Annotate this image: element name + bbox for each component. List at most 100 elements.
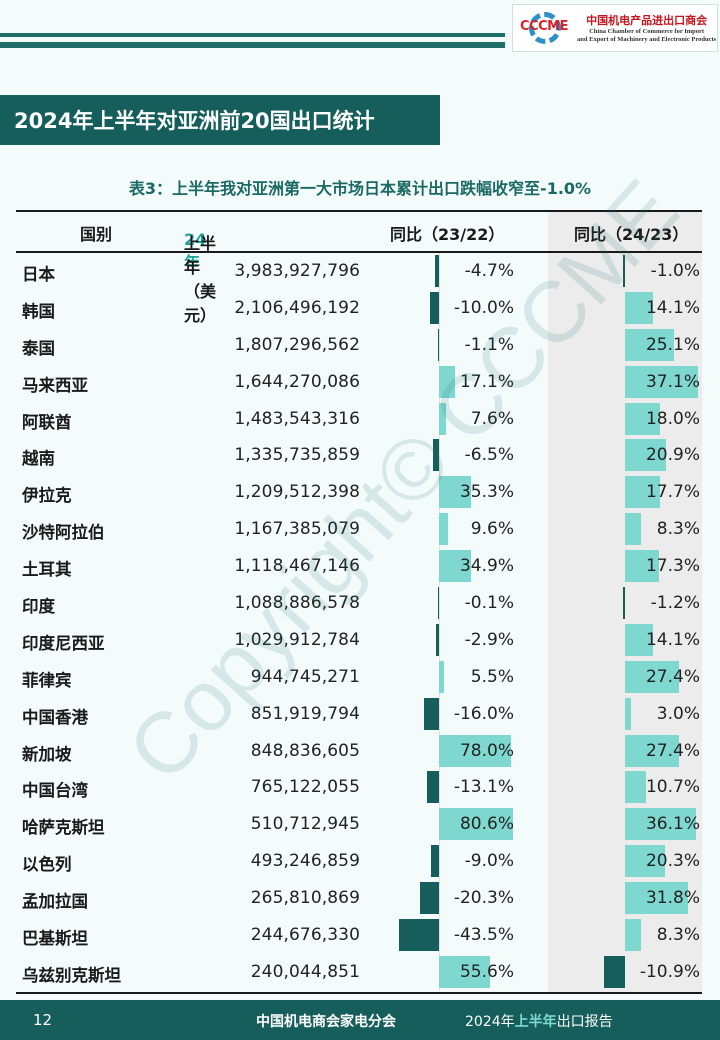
yoy1-value: -9.0% [464,851,514,872]
country-name: 哈萨克斯坦 [22,818,105,838]
country-name: 阿联酋 [22,412,72,432]
export-value: 1,483,543,316 [234,408,360,429]
yoy1-value: -6.5% [464,445,514,466]
yoy1-axis [439,695,440,733]
yoy1-axis [439,253,440,290]
yoy2-value: 14.1% [645,629,700,650]
yoy1-axis [439,289,440,327]
table-header-row: 国别 24年 上半年（美元） 同比（23/22） 同比（24/23） [16,212,702,325]
export-value: 1,644,270,086 [234,371,360,392]
yoy2-value: -1.0% [650,261,700,281]
footer-report-title: 2024年上半年出口报告 [465,1014,613,1030]
export-value: 244,676,330 [250,925,360,946]
yoy2-value: 8.3% [656,519,700,540]
yoy2-bar [625,550,660,583]
export-value: 265,810,869 [250,888,360,909]
cccme-emblem-icon: CCCME [517,10,571,46]
yoy1-value: 78.0% [459,740,514,761]
yoy2-bar [625,882,688,915]
country-name: 新加坡 [22,744,72,764]
country-name: 乌兹别克斯坦 [22,965,121,985]
country-name: 土耳其 [22,560,72,580]
yoy1-bar [439,660,445,693]
export-value: 493,246,859 [250,851,360,872]
table-body: 日本 3,983,927,796 -4.7% -1.0% 韩国 2,106,496,192… [16,253,702,991]
export-value: 765,122,055 [250,777,360,798]
table-row: 伊拉克 1,209,512,398 35.3% 17.7% [16,474,702,512]
logo-english-line2: and Export of Machinery and Electronic P… [577,36,717,43]
yoy2-bar [625,328,675,361]
yoy2-bar [625,439,667,472]
table-row: 印度 1,088,886,578 -0.1% -1.2% [16,585,702,622]
yoy1-bar [439,808,514,841]
yoy1-value: -16.0% [453,703,514,724]
yoy1-bar [439,734,511,767]
yoy2-bar [625,845,665,878]
header-country: 国别 [80,225,113,244]
table-row: 中国台湾 765,122,055 -13.1% 10.7% [16,769,702,807]
export-value: 1,088,886,578 [234,593,360,614]
yoy2-value: -10.9% [639,961,700,982]
table-top-rule [16,210,702,212]
country-name: 印度尼西亚 [22,633,105,653]
table-row: 沙特阿拉伯 1,167,385,079 9.6% 8.3% [16,511,702,549]
yoy1-value: -2.9% [464,629,514,650]
yoy1-bar [429,291,439,324]
yoy1-value: 9.6% [470,519,514,540]
yoy1-value: -1.1% [464,334,514,355]
page-title: 2024年上半年对亚洲前20国出口统计 [0,95,440,145]
header-yoy-24-23: 同比（24/23） [574,225,689,244]
yoy2-bar [625,734,679,767]
yoy2-value: 8.3% [656,925,700,946]
yoy1-value: -0.1% [464,593,514,614]
yoy2-value: 17.3% [645,556,700,577]
table-row: 泰国 1,807,296,562 -1.1% 25.1% [16,326,702,364]
yoy2-bar [625,808,697,841]
yoy1-value: 80.6% [459,814,514,835]
yoy1-bar [434,255,439,287]
yoy2-value: 3.0% [656,703,700,724]
yoy1-value: -4.7% [464,261,514,281]
yoy2-bar [625,513,642,546]
yoy1-value: 17.1% [459,371,514,392]
table-row: 乌兹别克斯坦 240,044,851 55.6% -10.9% [16,953,702,991]
yoy2-bar [603,955,625,988]
yoy2-value: 17.7% [645,482,700,503]
country-name: 巴基斯坦 [22,929,88,949]
footer-bar: 12 中国机电商会家电分会 2024年上半年出口报告 [0,1000,720,1040]
yoy1-bar [424,697,439,730]
table-row: 土耳其 1,118,467,146 34.9% 17.3% [16,548,702,586]
country-name: 孟加拉国 [22,892,88,912]
country-name: 菲律宾 [22,670,72,690]
header-rule-thin [0,33,505,37]
yoy2-bar [623,255,625,287]
yoy1-bar [430,845,439,878]
yoy1-value: -20.3% [453,888,514,909]
yoy1-axis [439,880,440,918]
yoy1-value: -43.5% [453,925,514,946]
yoy1-axis [439,917,440,954]
yoy1-value: 55.6% [459,961,514,982]
yoy2-value: 37.1% [645,371,700,392]
yoy2-bar [625,623,653,656]
yoy2-bar [625,291,653,324]
table-bottom-rule [16,992,702,994]
export-value: 1,209,512,398 [234,482,360,503]
yoy1-bar [437,587,439,620]
yoy1-axis [439,326,440,364]
table-title: 表3：上半年我对亚洲第一大市场日本累计出口跌幅收窄至-1.0% [128,179,592,198]
table-row: 马来西亚 1,644,270,086 17.1% 37.1% [16,363,702,401]
yoy1-axis [439,585,440,622]
yoy1-bar [439,476,472,509]
yoy2-bar [625,402,661,435]
table-row: 新加坡 848,836,605 78.0% 27.4% [16,732,702,770]
export-value: 510,712,945 [250,814,360,835]
yoy2-value: 27.4% [645,666,700,687]
yoy1-value: -10.0% [453,297,514,318]
yoy1-bar [437,328,439,361]
country-name: 中国台湾 [22,781,88,801]
country-name: 马来西亚 [22,375,88,395]
table-row: 哈萨克斯坦 510,712,945 80.6% 36.1% [16,806,702,844]
yoy2-bar [622,587,625,620]
yoy2-bar [625,660,679,693]
